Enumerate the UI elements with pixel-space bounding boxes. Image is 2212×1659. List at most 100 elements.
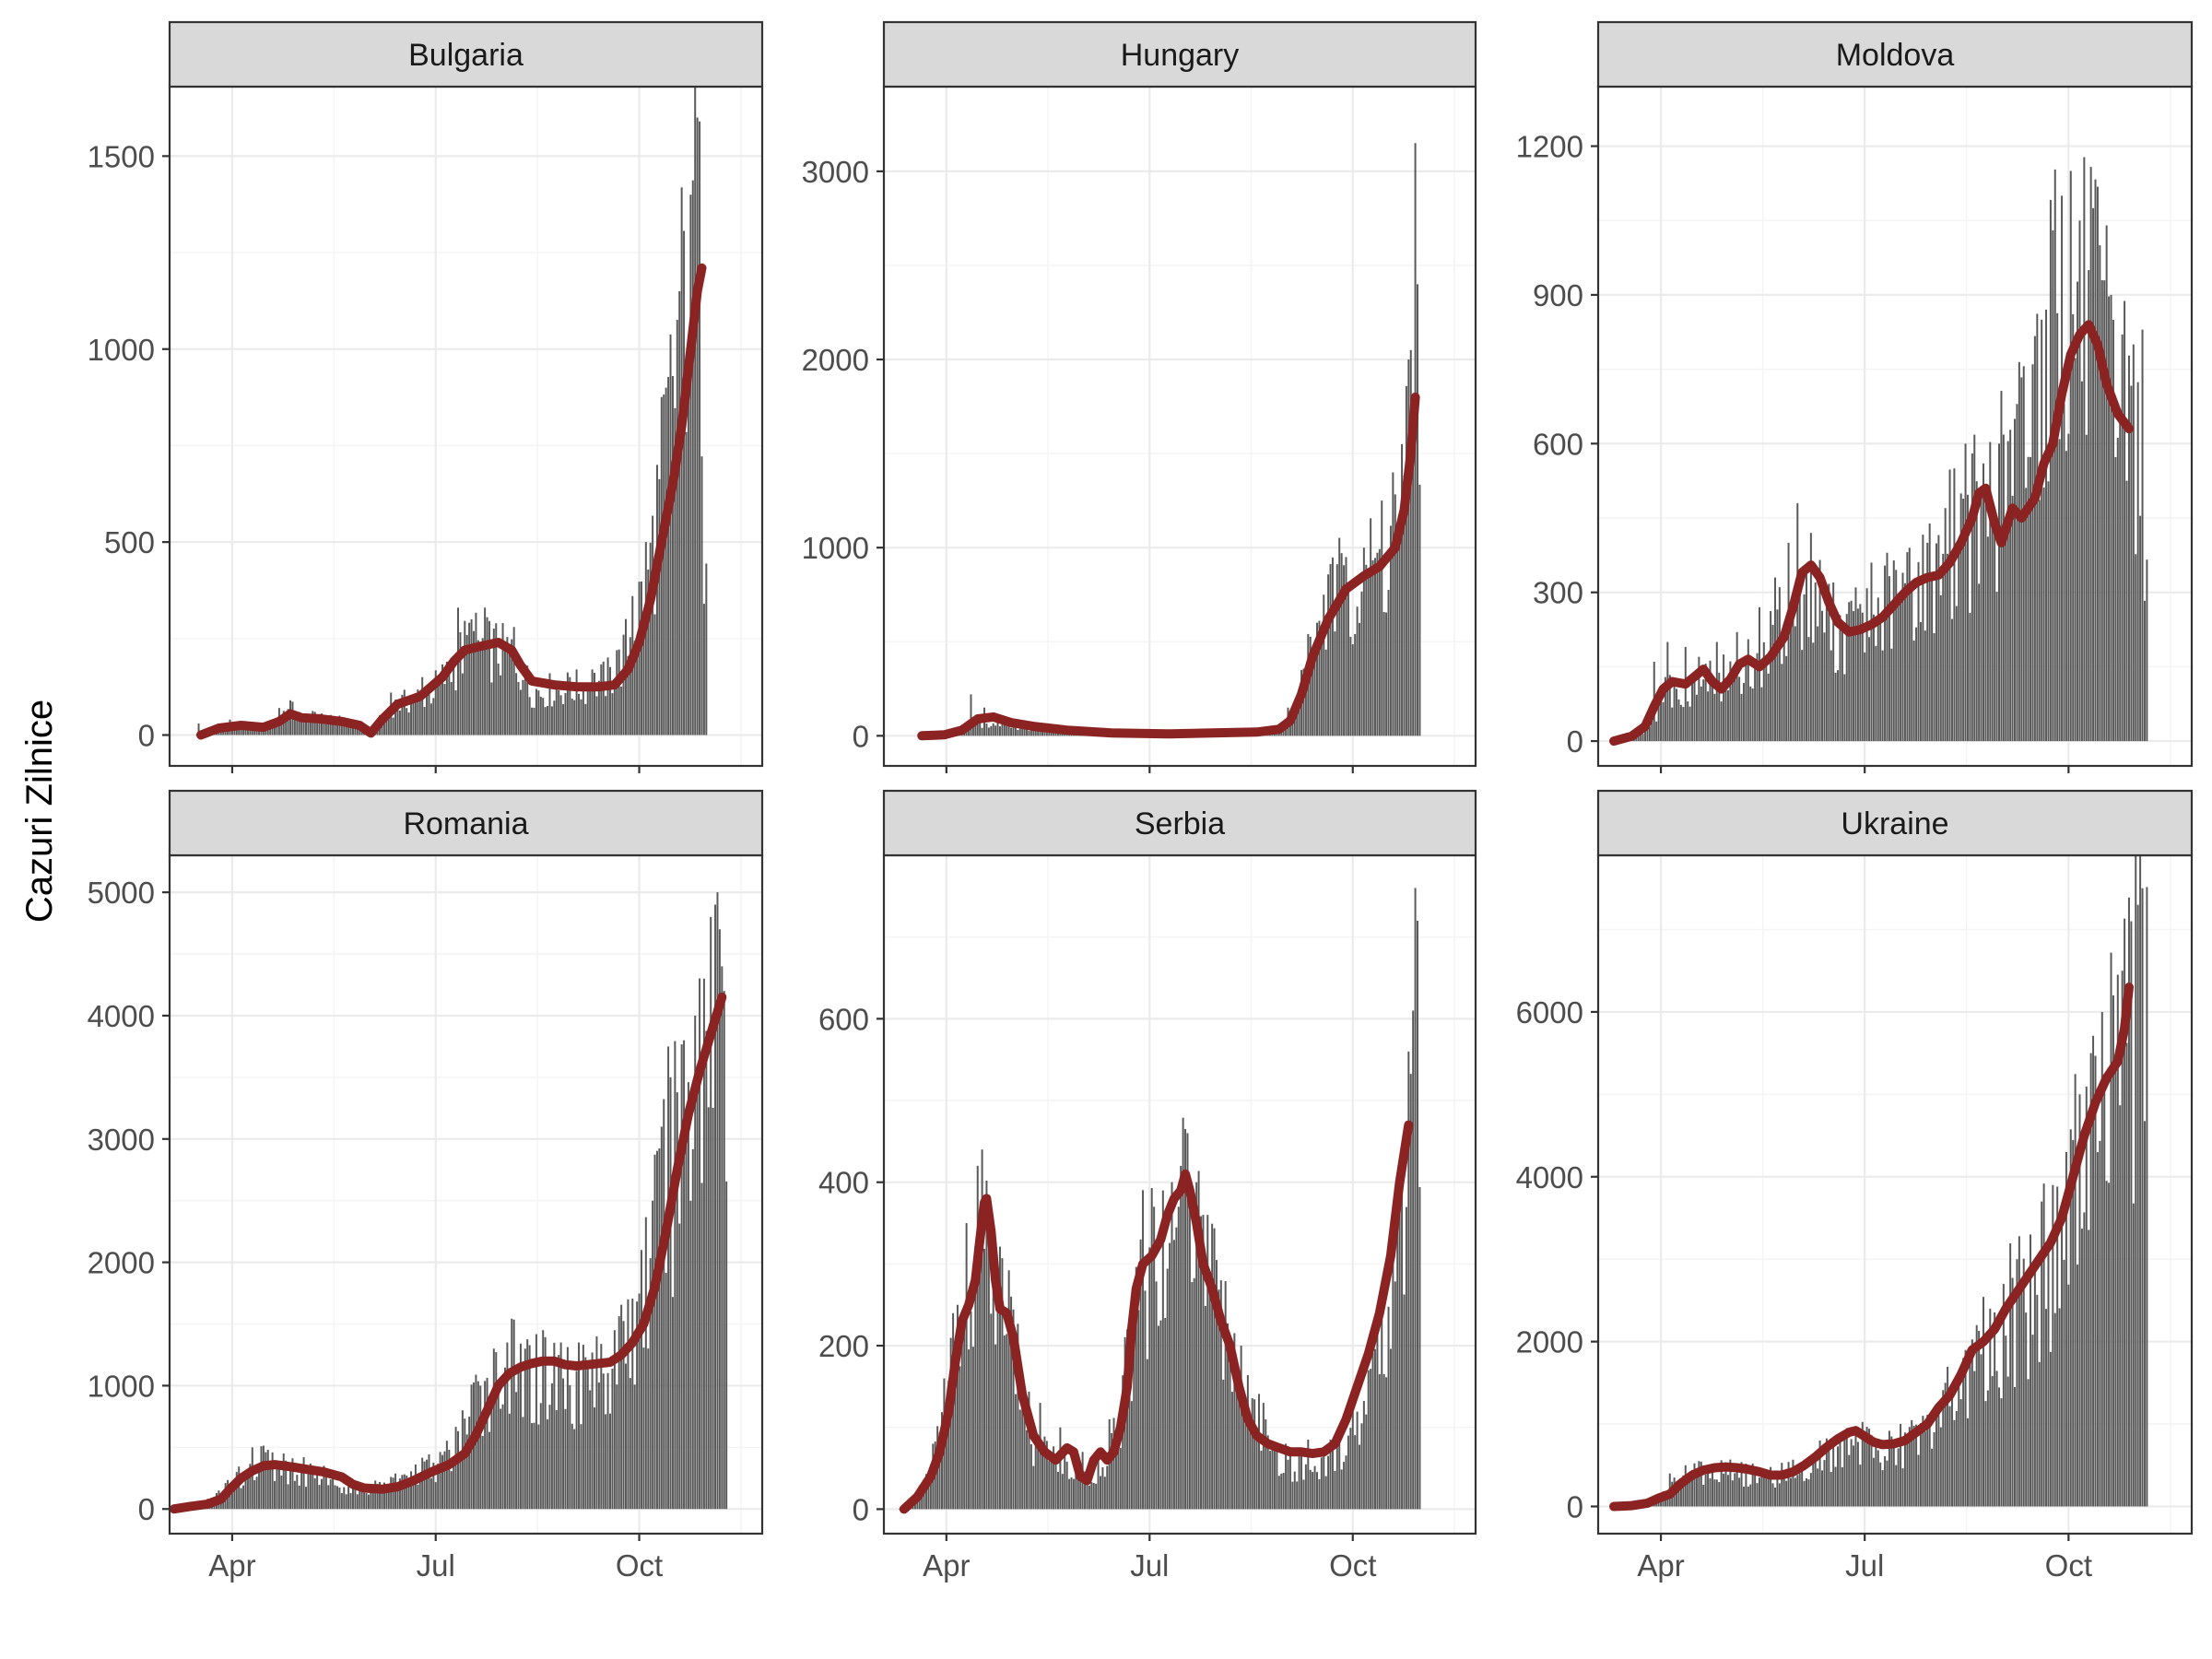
bar [443,1451,446,1510]
bar [277,1467,280,1510]
bar [481,638,484,735]
bar [665,387,667,735]
bar [1387,589,1390,736]
bar [1872,1457,1875,1507]
bar [1184,1128,1187,1510]
bar [1845,614,1848,742]
bar [2112,319,2114,742]
bar [1382,612,1385,736]
bar [484,1381,487,1510]
y-tick-label: 2000 [802,343,869,377]
facet-strip [882,20,1477,88]
bar [1789,612,1792,742]
bar [1034,728,1037,736]
x-tick-label: Oct [616,1548,663,1583]
bar [324,1473,327,1510]
bar [1318,620,1321,736]
bar [1396,533,1399,736]
bar [696,1086,699,1510]
bar [293,717,296,735]
bar [940,1412,943,1510]
bar [569,1384,571,1510]
bar [575,1371,578,1510]
bar [562,1378,565,1510]
bar [2061,1226,2064,1507]
bar [1911,1419,1913,1507]
bar [266,730,269,735]
bar [1933,632,1936,742]
bar [1412,396,1415,736]
bar [611,1368,614,1510]
bar [725,1181,728,1510]
bar [1870,1434,1873,1507]
bar [515,673,518,735]
bar [994,1344,997,1510]
bar [616,650,618,735]
bar [1845,1428,1848,1507]
bar [1215,1260,1218,1510]
bar [429,1477,432,1510]
bar [1007,1270,1010,1510]
bar [1028,730,1030,736]
bar [1119,1448,1122,1510]
bar [1922,535,1924,742]
bar [1971,1339,1973,1507]
bar [2139,515,2142,742]
bar [1280,1473,1283,1510]
bar [407,1484,410,1510]
bar [1313,1465,1316,1510]
bar [2078,220,2081,742]
bar [1249,1418,1252,1510]
bar [663,1099,665,1510]
bar [1742,1487,1745,1507]
bar [1142,1190,1145,1510]
bar [2002,434,2005,742]
bar [1644,728,1647,742]
bar [479,643,482,735]
bar [1756,1483,1759,1507]
bar [2036,1294,2039,1507]
bar [2110,952,2112,1507]
bar [426,695,429,735]
bar [1865,1427,1868,1507]
bar [2020,1283,2023,1507]
bar [296,1475,299,1510]
bar [448,674,451,735]
bar [970,1311,972,1510]
bar [683,1040,686,1510]
bar [992,1223,994,1510]
bar [994,725,997,736]
y-tick-label: 500 [104,525,155,559]
facet-title: Hungary [1121,38,1240,73]
bar [2136,904,2139,1507]
bar [674,407,677,735]
bar [359,1488,361,1510]
bar [1754,661,1757,742]
bar [251,1447,253,1510]
bar [1182,1117,1184,1510]
bar [1238,1393,1241,1510]
bar [1315,622,1318,736]
bar [1738,677,1741,742]
bar [512,1319,515,1510]
bar [497,1392,500,1510]
bar [2127,897,2130,1507]
bar [1807,637,1810,742]
bar [515,1392,518,1510]
facet-title: Serbia [1135,806,1225,841]
bar [1953,468,1956,742]
bar [1401,1165,1404,1510]
panel-ukraine: Ukraine 0 2000 4000 6000 Apr Jul Oct [1516,789,2194,1583]
bar [1219,1280,1222,1510]
bar [1888,1430,1890,1507]
bar [1320,1457,1323,1510]
bar [356,726,359,735]
bar [550,706,553,735]
bar [564,1408,567,1510]
bar [2006,441,2009,742]
bar [1164,1318,1167,1510]
bar [2072,1139,2075,1507]
x-tick-label: Oct [2045,1548,2092,1583]
bar [2099,1140,2101,1507]
bar [1796,1475,1799,1507]
